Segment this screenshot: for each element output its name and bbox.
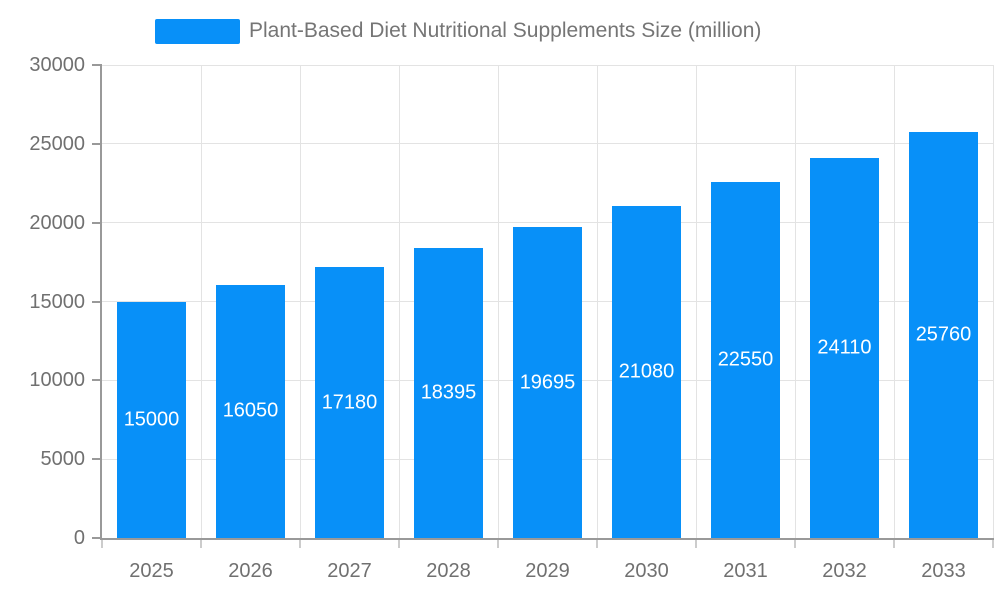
y-axis-tick [92,142,102,145]
x-axis-tick [497,538,499,548]
y-axis-tick [92,379,102,382]
x-axis-tick [101,538,103,548]
y-axis-label: 25000 [29,132,85,155]
bar-2025[interactable]: 15000 [117,301,186,538]
x-axis-label: 2028 [426,560,471,582]
y-axis-label: 10000 [29,369,85,392]
y-axis-tick [92,537,102,539]
y-axis-label: 30000 [29,54,85,76]
y-axis-label: 0 [73,527,85,549]
bar-2026[interactable]: 16050 [216,284,285,538]
legend-label: Plant-Based Diet Nutritional Supplements… [249,19,762,42]
bar-2030[interactable]: 21080 [612,205,681,538]
x-axis-label: 2029 [525,560,570,582]
y-axis-tick [92,300,102,303]
x-axis-tick [299,538,301,548]
legend-swatch [155,18,240,44]
plot-area: 15000 16050 17180 18395 19695 21080 22550 24110… [102,64,994,538]
x-axis-label: 2031 [723,560,768,582]
x-gridline [596,65,598,538]
bar-2031[interactable]: 22550 [711,182,780,538]
bar-value-label: 21080 [618,360,675,383]
y-axis-label: 20000 [29,211,85,234]
x-axis-tick [794,538,796,548]
bar-value-label: 15000 [123,408,180,431]
x-axis-label: 2032 [822,560,867,582]
y-axis-label: 15000 [29,290,85,313]
x-axis-tick [398,538,400,548]
bar-2032[interactable]: 24110 [810,157,879,538]
bar-value-label: 25760 [915,323,972,346]
x-gridline [200,65,202,538]
bar-value-label: 24110 [817,336,872,359]
bar-2033[interactable]: 25760 [909,131,978,538]
y-axis-line [100,65,102,540]
bar-value-label: 22550 [717,348,774,371]
x-axis-line [100,538,994,540]
x-gridline [299,65,301,538]
x-axis-label: 2030 [624,560,669,582]
x-gridline [398,65,400,538]
bar-2027[interactable]: 17180 [315,267,384,538]
x-axis-label: 2025 [129,560,174,582]
x-gridline [794,65,796,538]
x-gridline [497,65,499,538]
x-axis-tick [695,538,697,548]
x-axis-label: 2027 [327,560,372,582]
x-axis-label: 2026 [228,560,273,582]
x-axis-tick [893,538,895,548]
y-axis-tick [92,64,102,66]
bar-2029[interactable]: 19695 [513,227,582,538]
legend-item[interactable]: Plant-Based Diet Nutritional Supplements… [155,17,761,45]
y-axis-tick [92,221,102,224]
x-gridline [992,65,994,538]
bar-value-label: 19695 [519,371,576,394]
y-gridline [102,64,993,66]
x-gridline [695,65,697,538]
bar-value-label: 18395 [420,381,477,404]
x-axis-tick [596,538,598,548]
bar-2028[interactable]: 18395 [414,247,483,538]
x-gridline [893,65,895,538]
bar-value-label: 17180 [321,391,378,414]
y-axis-label: 5000 [40,448,86,471]
y-gridline [102,222,993,224]
x-axis-tick [200,538,202,548]
y-gridline [102,143,993,145]
y-axis-tick [92,458,102,461]
x-axis-tick [992,538,994,548]
x-axis-label: 2033 [921,560,966,582]
bar-value-label: 16050 [222,399,279,422]
